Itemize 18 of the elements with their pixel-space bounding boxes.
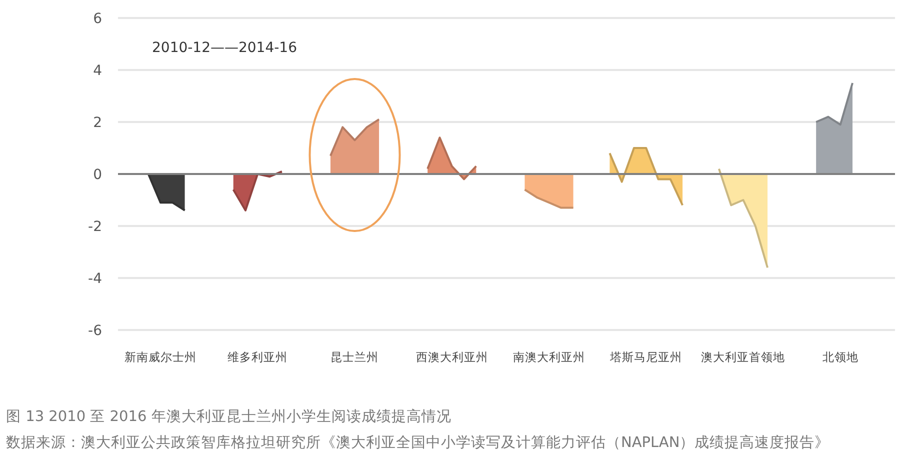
x-tick-label: 塔斯马尼亚州 bbox=[609, 350, 682, 364]
x-tick-label: 北领地 bbox=[822, 350, 858, 364]
source-note: 数据来源：澳大利亚公共政策智库格拉坦研究所《澳大利亚全国中小学读写及计算能力评估（NAPLAN）成绩提高速度报告》 bbox=[6, 434, 830, 451]
y-tick-label: -6 bbox=[88, 323, 102, 339]
x-tick-label: 新南威尔士州 bbox=[124, 350, 196, 364]
x-tick-label: 昆士兰州 bbox=[330, 350, 379, 364]
y-tick-label: 4 bbox=[93, 63, 102, 79]
annotation: 2010-12——2014-16 bbox=[152, 40, 298, 56]
x-tick-label: 南澳大利亚州 bbox=[512, 350, 585, 364]
x-tick-label: 西澳大利亚州 bbox=[416, 350, 488, 364]
x-tick-label: 澳大利亚首领地 bbox=[701, 350, 786, 364]
y-tick-label: -2 bbox=[88, 219, 102, 235]
y-tick-label: 0 bbox=[93, 167, 102, 183]
y-tick-label: 6 bbox=[93, 11, 102, 27]
x-tick-label: 维多利亚州 bbox=[228, 350, 288, 364]
y-tick-label: 2 bbox=[93, 115, 102, 131]
y-tick-label: -4 bbox=[88, 271, 102, 287]
text: 图 13 2010 至 2016 年澳大利亚昆士兰州小学生阅读成绩提高情况 bbox=[6, 408, 452, 425]
